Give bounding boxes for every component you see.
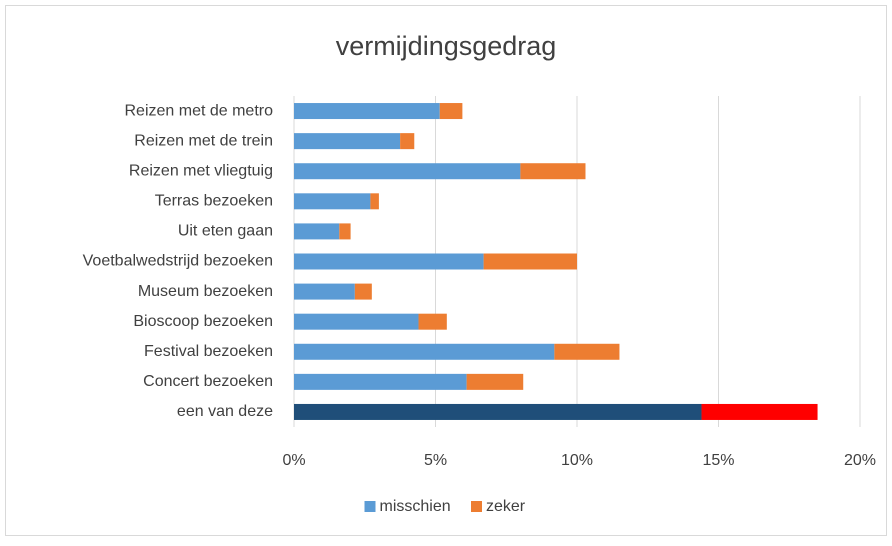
chart-border <box>5 5 887 536</box>
x-tick-label: 5% <box>424 452 447 469</box>
legend-label: misschien <box>380 498 451 515</box>
bar <box>294 313 419 330</box>
bar <box>370 193 379 210</box>
chart-title: vermijdingsgedrag <box>336 31 557 61</box>
bar <box>483 253 577 270</box>
y-tick-label: Reizen met de trein <box>134 132 273 149</box>
legend-label: zeker <box>486 498 526 515</box>
bar <box>400 133 415 150</box>
x-tick-label: 15% <box>702 452 734 469</box>
y-tick-label: Festival bezoeken <box>144 343 273 360</box>
bar <box>554 343 620 360</box>
bar <box>294 223 340 240</box>
y-tick-label: Reizen met de metro <box>124 102 273 119</box>
bar <box>294 133 401 150</box>
bar <box>294 163 521 180</box>
y-tick-label: Concert bezoeken <box>143 373 273 390</box>
bar <box>439 103 463 120</box>
bar <box>294 343 555 360</box>
bar <box>294 403 702 420</box>
bar <box>339 223 351 240</box>
bar <box>418 313 447 330</box>
bar <box>294 373 467 390</box>
y-tick-label: Voetbalwedstrijd bezoeken <box>83 253 273 270</box>
bar <box>466 373 524 390</box>
y-tick-label: Terras bezoeken <box>155 193 273 210</box>
y-tick-label: Uit eten gaan <box>178 223 273 240</box>
bar <box>294 193 371 210</box>
y-tick-label: Museum bezoeken <box>138 283 273 300</box>
legend-swatch <box>471 501 482 512</box>
legend-swatch <box>364 501 376 512</box>
x-tick-label: 20% <box>844 452 876 469</box>
x-tick-label: 10% <box>561 452 593 469</box>
y-tick-label: Reizen met vliegtuig <box>129 162 273 179</box>
bar <box>520 163 586 180</box>
bar <box>294 283 355 300</box>
y-tick-label: Bioscoop bezoeken <box>133 313 273 330</box>
bar <box>354 283 372 300</box>
y-tick-label: een van deze <box>177 403 273 420</box>
x-tick-label: 0% <box>282 452 305 469</box>
bar <box>294 253 484 270</box>
bar <box>294 103 440 120</box>
bar <box>701 403 818 420</box>
